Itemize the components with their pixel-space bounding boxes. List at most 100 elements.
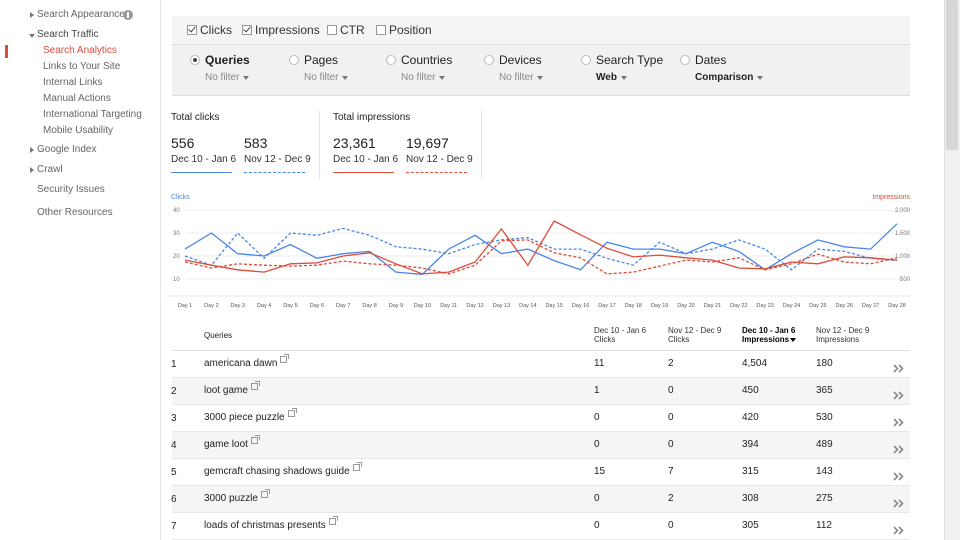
external-link-icon[interactable] — [280, 354, 290, 363]
total-underline — [333, 172, 394, 173]
metric-label[interactable]: Impressions — [255, 23, 320, 37]
row-query[interactable]: americana dawn — [204, 358, 278, 369]
row-value: 420 — [742, 412, 759, 423]
dropdown-arrow[interactable] — [537, 76, 544, 80]
dimension-label[interactable]: Queries — [205, 53, 250, 67]
column-header-metric[interactable]: Impressions — [816, 335, 860, 344]
radio[interactable] — [386, 55, 396, 65]
dimension-label[interactable]: Countries — [401, 53, 453, 67]
expand-arrow[interactable] — [30, 12, 34, 18]
radio[interactable] — [484, 55, 494, 65]
scroll-thumb[interactable] — [946, 0, 958, 150]
row-value: 11 — [594, 358, 605, 369]
dimension-label[interactable]: Pages — [304, 53, 339, 67]
column-header-range[interactable]: Dec 10 - Jan 6 — [594, 326, 647, 335]
row-query[interactable]: loads of christmas presents — [204, 520, 326, 531]
sidebar-item[interactable]: Crawl — [37, 164, 63, 175]
external-link-icon[interactable] — [250, 435, 260, 444]
external-link-icon[interactable] — [352, 462, 362, 471]
chevron-icon[interactable] — [893, 445, 905, 454]
dimension-filter[interactable]: No filter — [499, 72, 534, 83]
dropdown-arrow[interactable] — [243, 76, 250, 80]
row-query[interactable]: 3000 puzzle — [204, 493, 258, 504]
chevron-icon[interactable] — [893, 472, 905, 481]
info-icon — [123, 10, 133, 20]
series-line — [184, 220, 898, 275]
metric-label[interactable]: Position — [389, 23, 432, 37]
column-header-range[interactable]: Nov 12 - Dec 9 — [668, 326, 722, 335]
sidebar-item[interactable]: Mobile Usability — [43, 125, 114, 136]
dropdown-arrow[interactable] — [439, 76, 446, 80]
sidebar-item[interactable]: Links to Your Site — [43, 61, 121, 72]
dimension-filter[interactable]: No filter — [401, 72, 436, 83]
dimension-filter[interactable]: No filter — [304, 72, 339, 83]
dropdown-arrow[interactable] — [757, 76, 764, 80]
column-header-range[interactable]: Nov 12 - Dec 9 — [816, 326, 870, 335]
external-link-icon[interactable] — [287, 408, 297, 417]
expand-arrow[interactable] — [30, 147, 34, 153]
row-query[interactable]: game loot — [204, 439, 248, 450]
totals-title: Total clicks — [171, 112, 220, 123]
sidebar-item[interactable]: Google Index — [37, 144, 97, 155]
dimension-label[interactable]: Dates — [695, 53, 727, 67]
column-header-metric[interactable]: Impressions — [742, 335, 790, 344]
sidebar-item[interactable]: Internal Links — [43, 77, 103, 88]
dimension-filter[interactable]: Web — [596, 72, 617, 83]
row-value: 489 — [816, 439, 833, 450]
x-tick-label: Day 6 — [310, 303, 324, 309]
dropdown-arrow[interactable] — [342, 76, 349, 80]
chevron-icon[interactable] — [893, 526, 905, 535]
row-details[interactable] — [893, 468, 905, 481]
row-details[interactable] — [893, 360, 905, 373]
dimension-filter[interactable]: No filter — [205, 72, 240, 83]
row-query[interactable]: loot game — [204, 385, 248, 396]
dimension-label[interactable]: Devices — [499, 53, 542, 67]
dimension-filter[interactable]: Comparison — [695, 72, 754, 83]
radio[interactable] — [581, 55, 591, 65]
performance-chart: Clicks Impressions 10 20 30 40 500 1,000 1,500 2,… — [165, 194, 911, 309]
chevron-icon[interactable] — [893, 499, 905, 508]
collapse-arrow[interactable] — [29, 34, 35, 38]
sidebar-item[interactable]: Search Appearance — [37, 9, 125, 20]
row-details[interactable] — [893, 387, 905, 400]
sidebar-item[interactable]: Manual Actions — [43, 93, 111, 104]
sort-arrow[interactable] — [790, 338, 797, 342]
radio[interactable] — [680, 55, 690, 65]
sidebar-item[interactable]: Other Resources — [37, 207, 113, 218]
sidebar-item[interactable]: International Targeting — [43, 109, 142, 120]
column-header-range[interactable]: Dec 10 - Jan 6 — [742, 326, 796, 335]
dropdown-arrow[interactable] — [620, 76, 627, 80]
y-axis-label: Clicks — [171, 194, 190, 201]
row-details[interactable] — [893, 441, 905, 454]
row-query[interactable]: gemcraft chasing shadows guide — [204, 466, 350, 477]
chevron-icon[interactable] — [893, 364, 905, 373]
x-tick-label: Day 4 — [257, 303, 271, 309]
expand-arrow[interactable] — [30, 167, 34, 173]
row-details[interactable] — [893, 414, 905, 427]
external-link-icon[interactable] — [260, 489, 270, 498]
column-header-metric[interactable]: Clicks — [594, 335, 616, 344]
row-value: 0 — [668, 520, 674, 531]
metric-label[interactable]: Clicks — [200, 23, 232, 37]
column-header-metric[interactable]: Clicks — [668, 335, 690, 344]
metric-label[interactable]: CTR — [340, 23, 365, 37]
chevron-icon[interactable] — [893, 391, 905, 400]
checkbox[interactable] — [187, 24, 197, 35]
dimension-label[interactable]: Search Type — [596, 53, 664, 67]
checkbox[interactable] — [327, 25, 337, 35]
sidebar-item[interactable]: Search Analytics — [43, 45, 117, 56]
radio[interactable] — [289, 55, 299, 65]
checkbox[interactable] — [242, 24, 252, 35]
chevron-icon[interactable] — [893, 418, 905, 427]
external-link-icon[interactable] — [250, 381, 260, 390]
external-link-icon[interactable] — [328, 516, 338, 525]
checkbox[interactable] — [376, 25, 386, 35]
row-query[interactable]: 3000 piece puzzle — [204, 412, 285, 423]
row-value: 2 — [668, 493, 674, 504]
row-details[interactable] — [893, 522, 905, 535]
radio[interactable] — [190, 55, 200, 65]
x-tick-label: Day 28 — [888, 303, 905, 309]
sidebar-item[interactable]: Search Traffic — [37, 29, 99, 40]
row-details[interactable] — [893, 495, 905, 508]
sidebar-item[interactable]: Security Issues — [37, 184, 105, 195]
